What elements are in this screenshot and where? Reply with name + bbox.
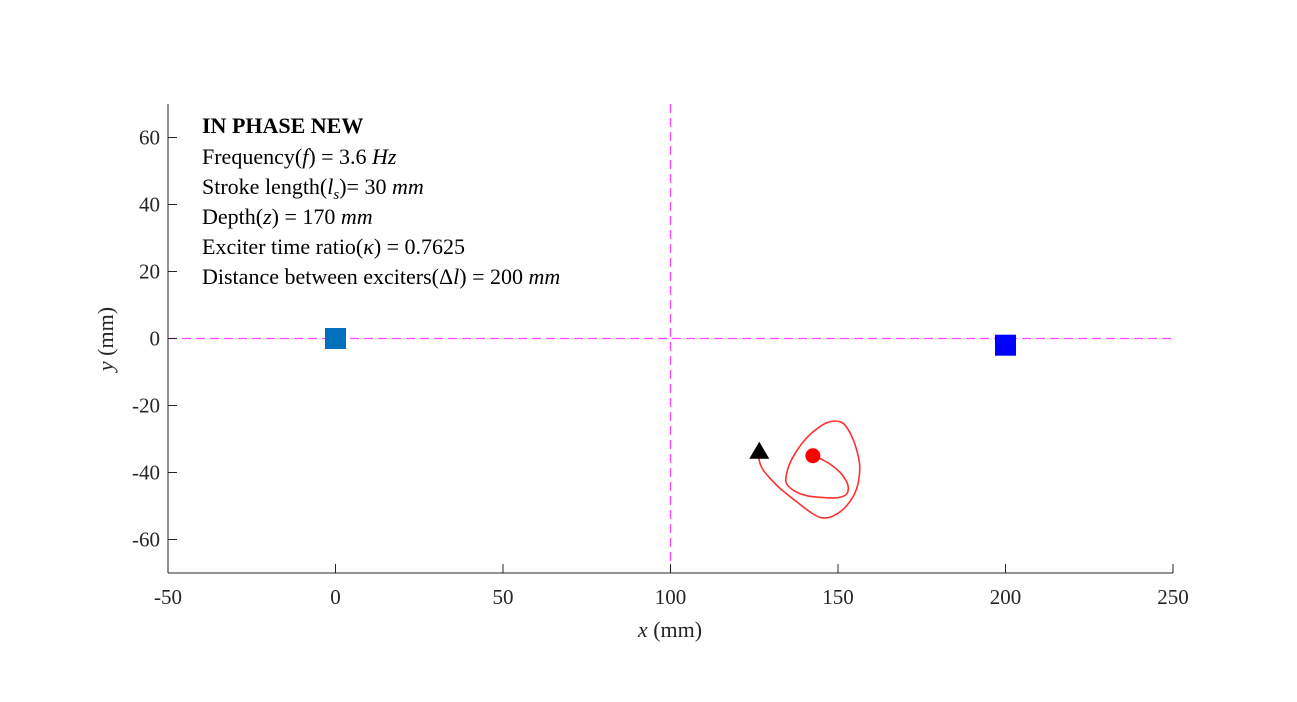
annotation-stroke-length: Stroke length(ls)= 30 mm (202, 174, 424, 203)
y-tick-label: 0 (150, 327, 161, 351)
trajectory-end-marker (749, 441, 770, 459)
reference-lines (168, 104, 1173, 573)
x-tick-label: 100 (655, 585, 687, 609)
x-tick-label: 200 (990, 585, 1022, 609)
x-tick-label: 250 (1157, 585, 1189, 609)
x-tick-label: 0 (330, 585, 341, 609)
exciter-marker-1 (325, 328, 346, 349)
annotation-box: IN PHASE NEW Frequency(f) = 3.6 Hz Strok… (202, 113, 560, 289)
x-tick-label: -50 (154, 585, 182, 609)
x-tick-label: 150 (822, 585, 854, 609)
x-tick-label: 50 (493, 585, 514, 609)
y-tick-label: 20 (139, 260, 160, 284)
annotation-frequency: Frequency(f) = 3.6 Hz (202, 144, 397, 169)
y-tick-label: 40 (139, 193, 160, 217)
y-tick-label: 60 (139, 126, 160, 150)
x-axis-label: x (mm) (637, 617, 702, 642)
exciter-marker-2 (995, 334, 1016, 356)
annotation-distance: Distance between exciters(Δl) = 200 mm (202, 264, 560, 289)
trajectory-group (758, 420, 861, 519)
y-axis-label: y (mm) (93, 307, 118, 373)
annotation-title: IN PHASE NEW (202, 113, 363, 138)
annotation-depth: Depth(z) = 170 mm (202, 204, 373, 229)
markers-group (325, 328, 1016, 464)
trajectory-start-marker (805, 448, 821, 464)
trajectory-line (758, 420, 861, 519)
y-tick-label: -20 (132, 394, 160, 418)
y-tick-label: -40 (132, 461, 160, 485)
y-tick-label: -60 (132, 528, 160, 552)
annotation-time-ratio: Exciter time ratio(κ) = 0.7625 (202, 234, 465, 259)
